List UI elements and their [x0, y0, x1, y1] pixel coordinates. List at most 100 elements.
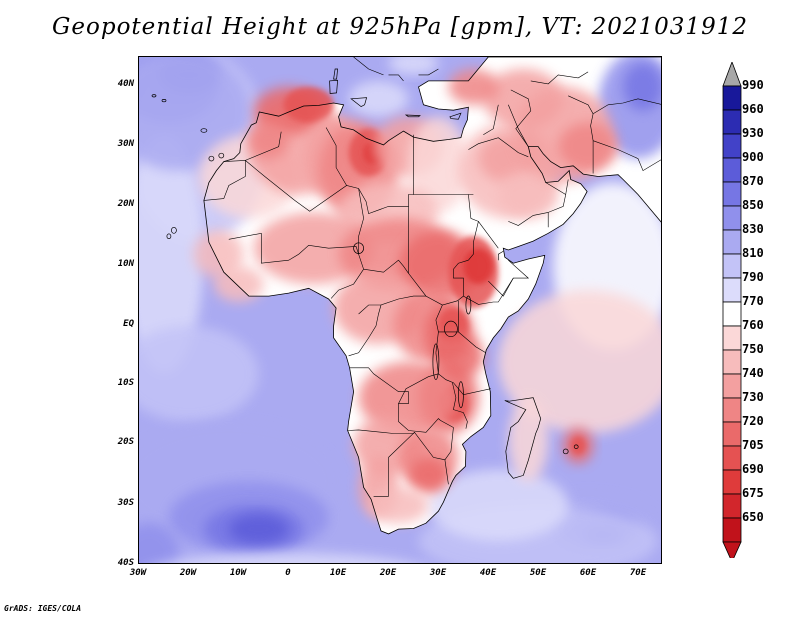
island-coastline: [404, 114, 421, 118]
lake-outline: [458, 381, 464, 409]
colorbar-swatch: [722, 493, 742, 519]
field-cell: [428, 469, 569, 542]
country-border: [349, 367, 454, 460]
country-border: [565, 179, 569, 195]
colorbar-swatch: [722, 181, 742, 207]
colorbar-label-960: 960: [742, 102, 764, 116]
colorbar-swatch: [722, 133, 742, 159]
field-cell: [498, 170, 559, 219]
lake-outline: [218, 152, 225, 159]
colorbar-swatch: [722, 349, 742, 375]
colorbar-label-730: 730: [742, 390, 764, 404]
x-tick-20w: 20W: [179, 568, 197, 578]
field-cell: [248, 122, 289, 159]
field-cell: [408, 116, 469, 213]
colorbar-label-810: 810: [742, 246, 764, 260]
island-coastline: [504, 397, 542, 479]
lake-outline: [432, 343, 440, 381]
field-cell: [388, 57, 439, 75]
colorbar-swatch: [722, 421, 742, 447]
colorbar-label-740: 740: [742, 366, 764, 380]
y-tick-40s: 40S: [117, 558, 134, 568]
field-cell: [508, 397, 549, 482]
x-tick-30e: 30E: [429, 568, 447, 578]
coastline: [203, 57, 661, 535]
height-field: [139, 57, 661, 563]
country-border: [510, 89, 532, 147]
country-border: [592, 98, 661, 115]
lake-outline: [353, 242, 364, 254]
colorbar-swatch: [722, 301, 742, 327]
map-canvas: [139, 57, 661, 563]
lake-outline: [171, 226, 177, 234]
island-coastline: [350, 97, 368, 108]
field-cell: [283, 86, 334, 123]
y-tick-10n: 10N: [117, 259, 134, 269]
field-cell: [139, 134, 204, 374]
colorbar-swatch: [722, 229, 742, 255]
lake-outline: [562, 448, 569, 455]
grads-credit: GrADS: IGES/COLA: [4, 604, 82, 613]
colorbar-label-850: 850: [742, 198, 764, 212]
x-tick-0: 0: [285, 568, 291, 578]
country-border: [223, 160, 246, 162]
country-border: [373, 457, 389, 497]
country-border: [335, 145, 347, 186]
field-cell: [463, 248, 494, 285]
field-cell: [558, 122, 618, 171]
x-tick-40e: 40E: [479, 568, 497, 578]
lake-outline: [166, 233, 172, 240]
colorbar-swatch: [722, 109, 742, 135]
country-border: [483, 104, 499, 135]
field-cell: [167, 553, 410, 563]
colorbar-label-790: 790: [742, 270, 764, 284]
country-border: [545, 182, 567, 228]
field-cell: [348, 80, 409, 117]
y-tick-40n: 40N: [117, 79, 134, 89]
colorbar-label-675: 675: [742, 486, 764, 500]
x-tick-50e: 50E: [529, 568, 547, 578]
field-cell: [368, 487, 429, 524]
colorbar-swatch: [722, 517, 742, 543]
country-border: [245, 131, 282, 161]
colorbar-label-770: 770: [742, 294, 764, 308]
colorbar-label-990: 990: [742, 78, 764, 92]
lake-outline: [200, 128, 208, 133]
colorbar-swatch: [722, 469, 742, 495]
colorbar-swatch: [722, 205, 742, 231]
map-panel[interactable]: [138, 56, 662, 564]
country-border: [508, 212, 549, 226]
x-tick-10e: 10E: [329, 568, 347, 578]
country-border: [435, 352, 491, 396]
country-border: [468, 194, 479, 261]
country-border: [418, 68, 439, 76]
country-border: [488, 277, 514, 297]
country-border: [498, 250, 504, 261]
x-tick-10w: 10W: [229, 568, 247, 578]
y-tick-eq: EQ: [123, 319, 134, 329]
country-border: [353, 57, 384, 76]
island-coastline: [333, 68, 338, 80]
colorbar-swatch: [722, 373, 742, 399]
colorbar-label-690: 690: [742, 462, 764, 476]
y-tick-30s: 30S: [117, 498, 134, 508]
country-border: [358, 188, 364, 255]
colorbar-swatch: [722, 157, 742, 183]
field-cell: [448, 69, 499, 105]
y-tick-20n: 20N: [117, 199, 134, 209]
chart-title: Geopotential Height at 925hPa [gpm], VT:…: [52, 14, 748, 40]
colorbar-label-650: 650: [742, 510, 764, 524]
field-cell: [193, 230, 244, 279]
lake-outline: [151, 94, 157, 98]
coastlines-and-borders: [151, 57, 661, 535]
country-border: [568, 95, 594, 114]
colorbar-underflow-triangle: [722, 541, 742, 558]
colorbar-swatch: [722, 445, 742, 471]
colorbar-label-750: 750: [742, 342, 764, 356]
colorbar-label-870: 870: [742, 174, 764, 188]
country-border: [592, 140, 661, 172]
colorbar-label-900: 900: [742, 150, 764, 164]
x-tick-20e: 20E: [379, 568, 397, 578]
lake-outline: [465, 295, 472, 315]
colorbar-swatch: [722, 253, 742, 279]
